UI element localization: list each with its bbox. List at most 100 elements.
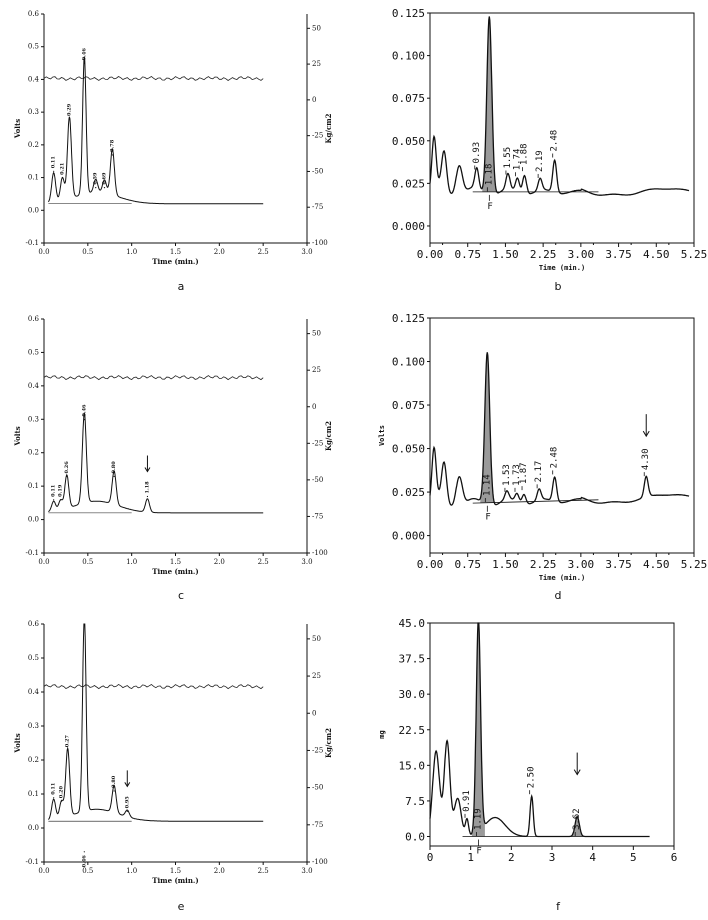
- y-tick-label: 0.2: [28, 756, 39, 764]
- x-tick-label: 1.5: [170, 558, 181, 566]
- x-tick-label: 6: [671, 851, 678, 864]
- peak-label: 1.19: [473, 808, 483, 830]
- x-tick-label: 1.5: [170, 248, 181, 256]
- y-right-tick-label: 25: [312, 672, 321, 680]
- y-right-tick-label: -25: [312, 439, 323, 447]
- plot-area: 0.000 0.025 0.050 0.075 0.100 0.125 0.00 0.75 1.…: [392, 7, 707, 272]
- y-tick-label: 0.4: [28, 75, 40, 83]
- x-tick-label: 1.50: [492, 558, 519, 571]
- x-axis-title: Time (min.): [152, 876, 198, 885]
- peak-label: 0.46: [81, 855, 87, 868]
- y-tick-label: 0.075: [392, 92, 425, 105]
- peak-label: 0.91: [462, 790, 472, 812]
- marker-label: F: [485, 513, 490, 523]
- x-tick-label: 2: [508, 851, 515, 864]
- peak-label: 1.88: [520, 143, 530, 165]
- x-tick-label: 3: [549, 851, 556, 864]
- x-axis-title: Time (min.): [539, 264, 585, 272]
- peak-marker: [103, 187, 106, 189]
- peak-label: 0.29: [66, 103, 72, 116]
- y-tick-label: 22.5: [399, 724, 426, 737]
- y-tick-label: 0.3: [28, 722, 39, 730]
- peak-marker: [83, 419, 85, 421]
- signal-trace: [429, 352, 690, 506]
- y-tick-label: 30.0: [399, 688, 426, 701]
- y-right-axis-title: Kg/cm2: [324, 728, 333, 758]
- peak-label: 1.18: [144, 481, 150, 494]
- x-tick-label: 2.25: [530, 248, 557, 261]
- x-tick-label: 1.0: [126, 867, 137, 875]
- plot-area: -0.10.00.10.20.30.40.50.6-100-75-50-2502…: [13, 620, 333, 885]
- chart-e-svg: -0.10.00.10.20.30.40.50.6-100-75-50-2502…: [13, 620, 333, 913]
- peak-label: 0.21: [59, 163, 65, 175]
- peak-label: 1.18: [484, 164, 494, 186]
- peak-label: 1.74: [512, 149, 522, 171]
- pressure-trace: [43, 684, 264, 690]
- y-tick-label: 0.3: [28, 108, 39, 116]
- y-right-tick-label: -100: [312, 239, 328, 247]
- y-right-tick-label: 0: [312, 709, 316, 717]
- x-tick-label: 0.0: [38, 867, 49, 875]
- peak-marker: [68, 118, 71, 120]
- y-right-tick-label: 50: [312, 24, 321, 32]
- peak-label: 0.93: [472, 142, 482, 164]
- y-right-tick-label: 50: [312, 330, 321, 338]
- y-tick-label: 0.6: [28, 10, 40, 18]
- x-tick-label: 1.5: [170, 867, 181, 875]
- marker-label: F: [476, 847, 481, 857]
- peak-label: 0.69: [101, 172, 107, 185]
- y-tick-label: 0.125: [392, 312, 425, 325]
- peak-marker: [111, 154, 113, 156]
- x-tick-label: 0.00: [417, 558, 444, 571]
- peak-label: 0.95: [124, 796, 130, 809]
- x-tick-label: 3.00: [568, 248, 595, 261]
- y-tick-label: 0.2: [28, 141, 39, 149]
- x-tick-label: 1.0: [126, 248, 137, 256]
- peak-label: 0.78: [109, 139, 115, 152]
- chart-d-svg: 0.000 0.025 0.050 0.075 0.100 0.125 0.00 0.75 1.…: [378, 312, 707, 602]
- y-tick-label: 0.0: [28, 824, 39, 832]
- y-axis-title: mg: [378, 730, 386, 738]
- x-axis-title: Time (min.): [152, 257, 198, 266]
- x-tick-label: 2.5: [258, 867, 269, 875]
- peak-marker: [60, 499, 62, 501]
- chart-panel-b: 0.000 0.025 0.050 0.075 0.100 0.125 0.00 0.75 1.…: [354, 0, 708, 305]
- chart-f-svg: 0.0 7.5 15.0 22.5 30.0 37.5 45.0 0 1 2 3 4 5 6 mg 0.911…: [378, 617, 678, 913]
- y-right-tick-label: -50: [312, 167, 323, 175]
- y-right-axis-title: Kg/cm2: [324, 421, 333, 451]
- peak-label: 0.11: [51, 783, 57, 795]
- y-right-tick-label: -75: [312, 203, 323, 211]
- peak-marker: [53, 170, 55, 172]
- y-tick-label: 0.4: [28, 688, 40, 696]
- x-tick-label: 2.0: [214, 558, 225, 566]
- y-tick-label: 0.0: [28, 516, 39, 524]
- y-tick-label: 0.050: [392, 443, 425, 456]
- peak-marker: [95, 187, 97, 189]
- y-tick-label: 0.000: [392, 530, 425, 543]
- y-tick-label: 0.025: [392, 177, 425, 190]
- chart-a-svg: -0.10.00.10.20.30.40.50.6-100-75-50-2502…: [13, 10, 333, 293]
- arrow-head: [144, 467, 151, 473]
- arrow-head: [124, 782, 131, 788]
- x-tick-label: 0.5: [82, 558, 93, 566]
- x-tick-label: 0.00: [417, 248, 444, 261]
- y-right-tick-label: -50: [312, 784, 323, 792]
- peak-label: 0.59: [93, 172, 99, 185]
- x-tick-label: 3.75: [605, 248, 632, 261]
- y-right-tick-label: -75: [312, 512, 323, 520]
- peak-label: 2.50: [527, 766, 537, 788]
- peak-label: 0.46: [81, 404, 87, 417]
- peak-label: 0.26: [64, 461, 70, 474]
- pressure-trace: [43, 76, 264, 81]
- y-right-tick-label: -75: [312, 821, 323, 829]
- y-right-tick-label: 25: [312, 60, 321, 68]
- peak-marker: [83, 62, 85, 64]
- x-axis-title: Time (min.): [152, 567, 198, 576]
- chart-b-svg: 0.000 0.025 0.050 0.075 0.100 0.125 0.00 0.75 1.…: [392, 7, 707, 293]
- y-tick-label: 0.1: [28, 790, 39, 798]
- x-tick-label: 2.0: [214, 248, 225, 256]
- peak-label: 3.62: [572, 808, 582, 830]
- x-tick-label: 3.0: [301, 558, 312, 566]
- y-tick-label: -0.1: [26, 549, 40, 557]
- peak-marker: [113, 790, 115, 792]
